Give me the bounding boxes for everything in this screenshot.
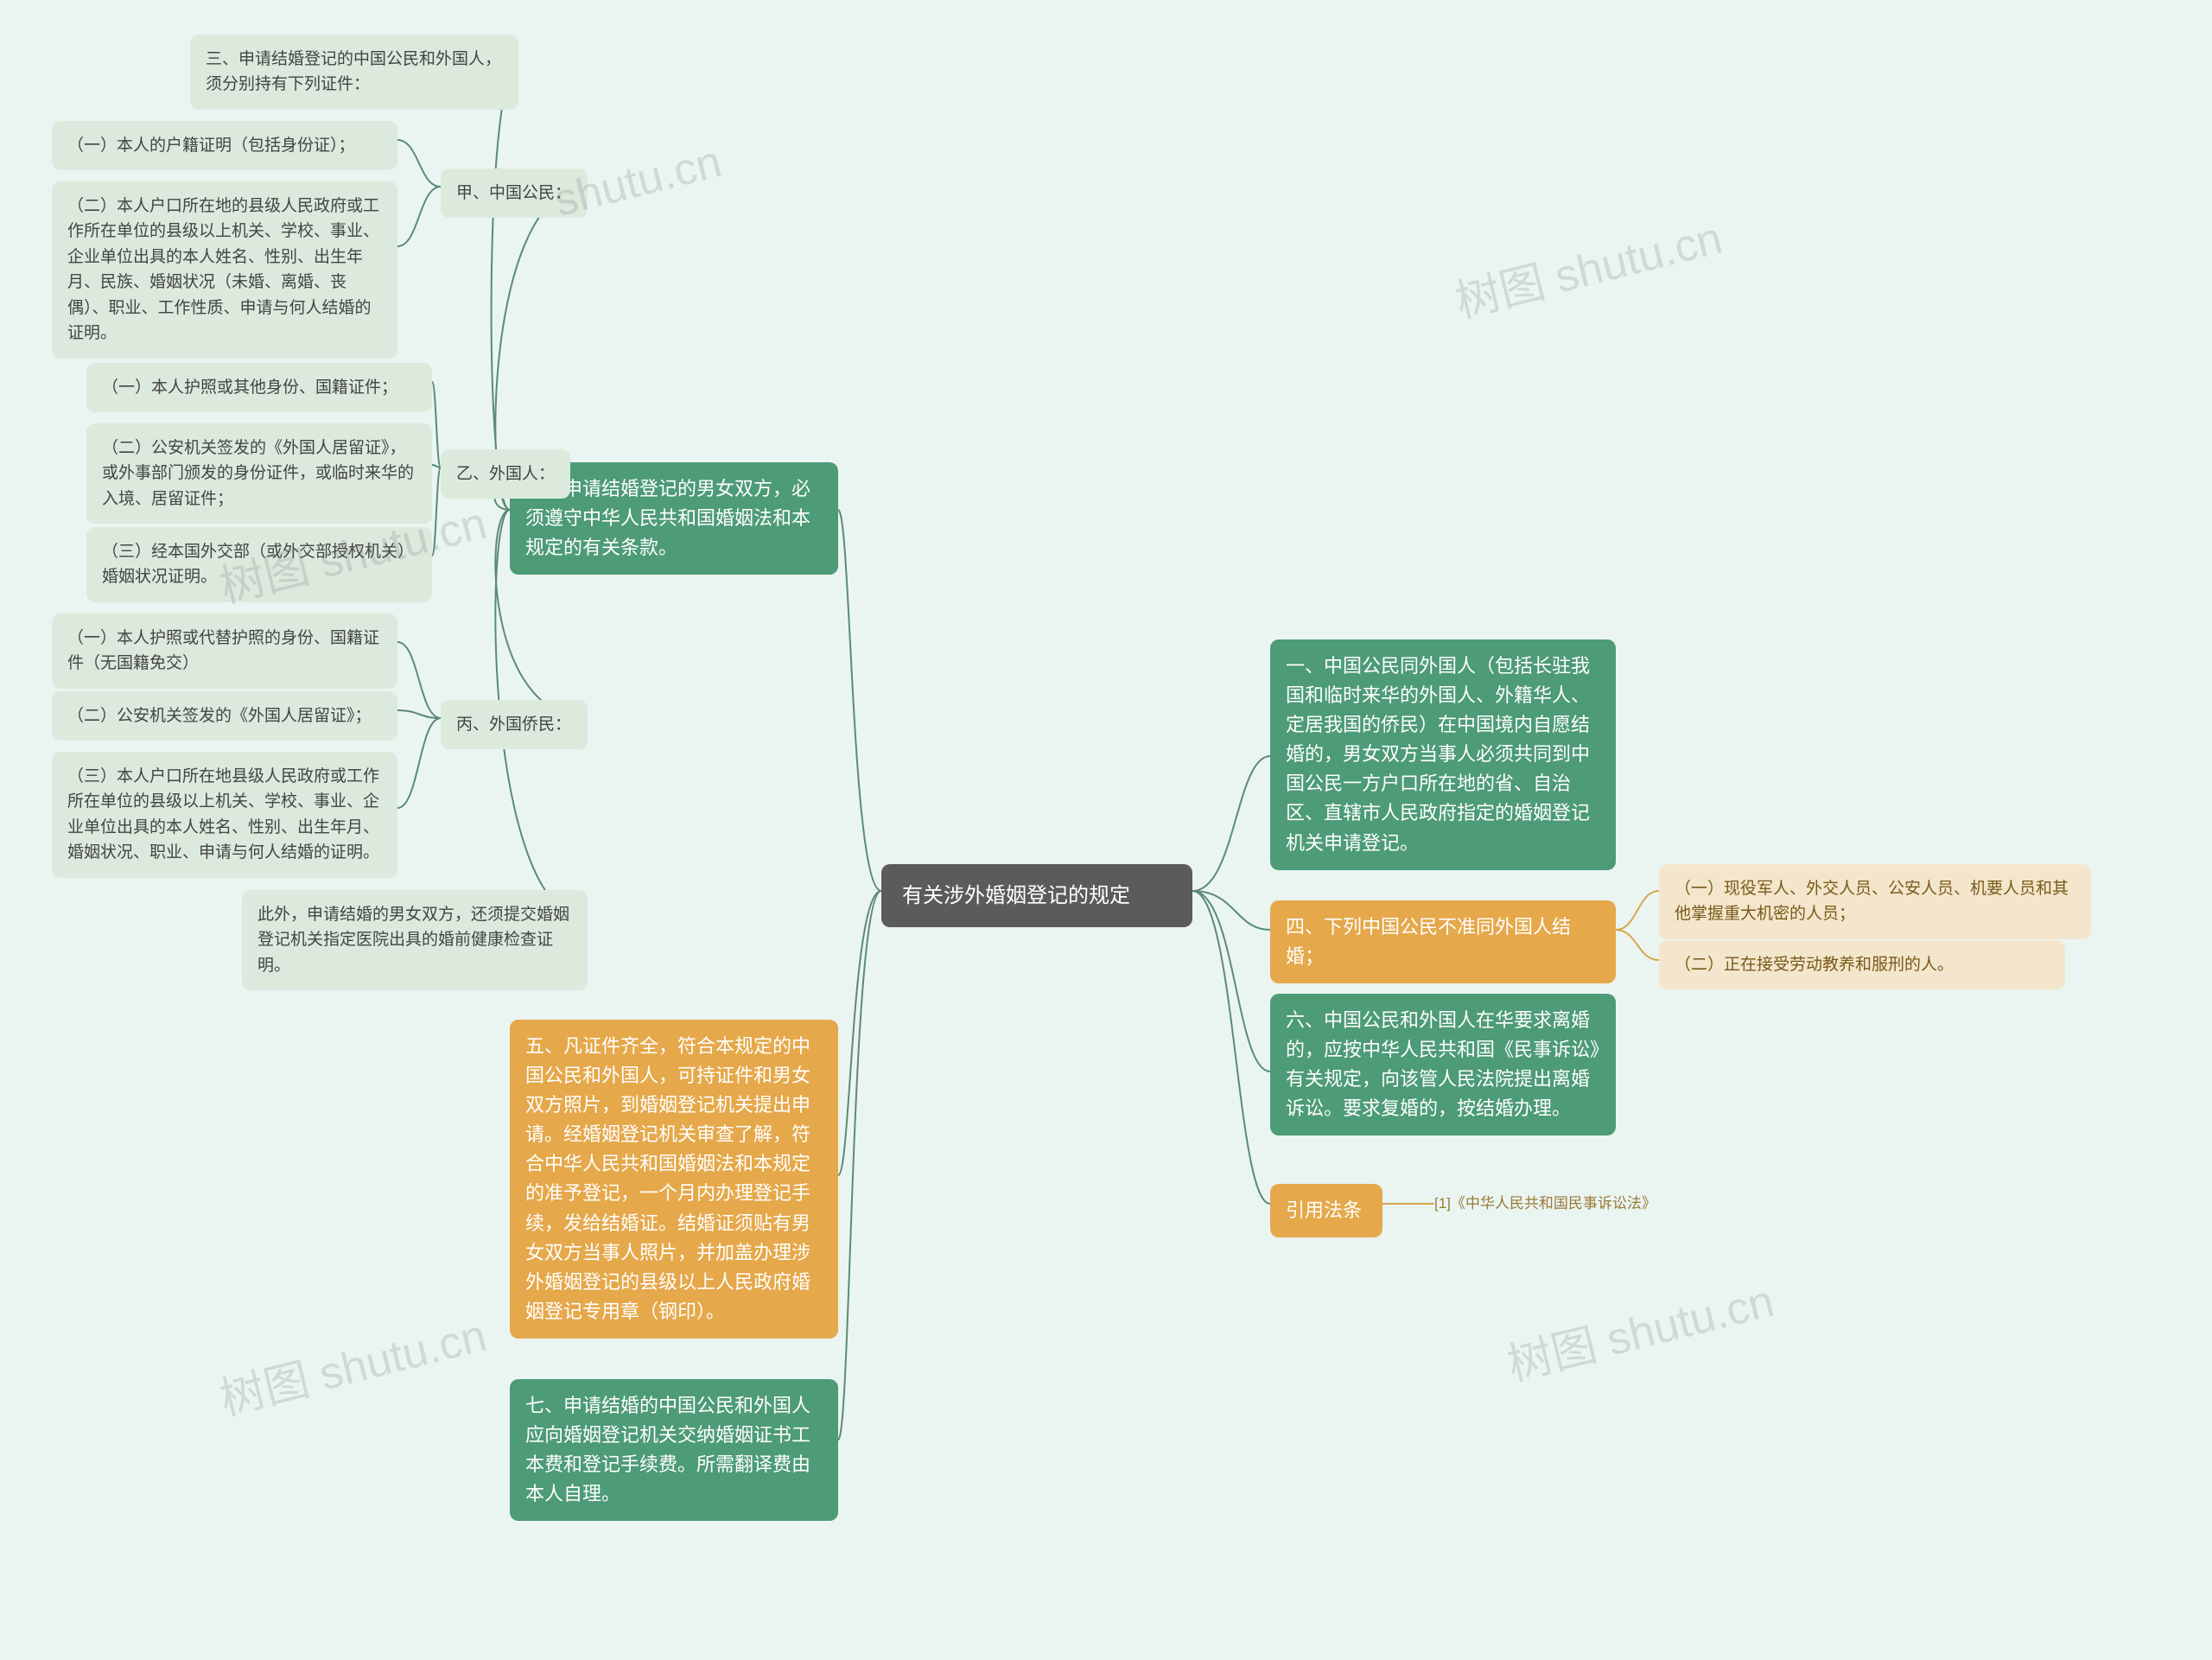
node-yi-3[interactable]: （三）经本国外交部（或外交部授权机关）婚姻状况证明。 [86,527,432,602]
node-bing-1[interactable]: （一）本人护照或代替护照的身份、国籍证件（无国籍免交） [52,614,397,689]
node-jia[interactable]: 甲、中国公民： [441,169,588,218]
node-bing-3[interactable]: （三）本人户口所在地县级人民政府或工作所在单位的县级以上机关、学校、事业、企业单… [52,752,397,878]
watermark: 树图 shutu.cn [1500,1264,1780,1393]
node-extra[interactable]: 此外，申请结婚的男女双方，还须提交婚姻登记机关指定医院出具的婚前健康检查证明。 [242,890,588,990]
node-4[interactable]: 四、下列中国公民不准同外国人结婚； [1270,900,1616,983]
node-1[interactable]: 一、中国公民同外国人（包括长驻我国和临时来华的外国人、外籍华人、定居我国的侨民）… [1270,639,1616,870]
node-6[interactable]: 六、中国公民和外国人在华要求离婚的，应按中华人民共和国《民事诉讼》有关规定，向该… [1270,994,1616,1135]
node-jia-2[interactable]: （二）本人户口所在地的县级人民政府或工作所在单位的县级以上机关、学校、事业、企业… [52,181,397,359]
watermark: 树图 shutu.cn [1448,201,1728,330]
watermark: 树图 shutu.cn [213,1299,493,1428]
node-3[interactable]: 三、申请结婚登记的中国公民和外国人，须分别持有下列证件： [190,35,518,110]
node-7[interactable]: 七、申请结婚的中国公民和外国人应向婚姻登记机关交纳婚姻证书工本费和登记手续费。所… [510,1379,838,1521]
node-jia-1[interactable]: （一）本人的户籍证明（包括身份证）； [52,121,397,170]
node-bing[interactable]: 丙、外国侨民： [441,700,588,749]
root-node[interactable]: 有关涉外婚姻登记的规定 [881,864,1192,927]
node-yi[interactable]: 乙、外国人： [441,449,570,499]
node-yi-2[interactable]: （二）公安机关签发的《外国人居留证》，或外事部门颁发的身份证件，或临时来华的入境… [86,423,432,524]
node-4-child-2[interactable]: （二）正在接受劳动教养和服刑的人。 [1659,940,2065,989]
node-bing-2[interactable]: （二）公安机关签发的《外国人居留证》； [52,691,397,741]
node-5[interactable]: 五、凡证件齐全，符合本规定的中国公民和外国人，可持证件和男女双方照片，到婚姻登记… [510,1020,838,1339]
node-cite[interactable]: 引用法条 [1270,1184,1382,1237]
node-4-child-1[interactable]: （一）现役军人、外交人员、公安人员、机要人员和其他掌握重大机密的人员； [1659,864,2091,939]
node-yi-1[interactable]: （一）本人护照或其他身份、国籍证件； [86,363,432,412]
node-cite-child: [1]《中华人民共和国民事诉讼法》 [1434,1191,1763,1212]
